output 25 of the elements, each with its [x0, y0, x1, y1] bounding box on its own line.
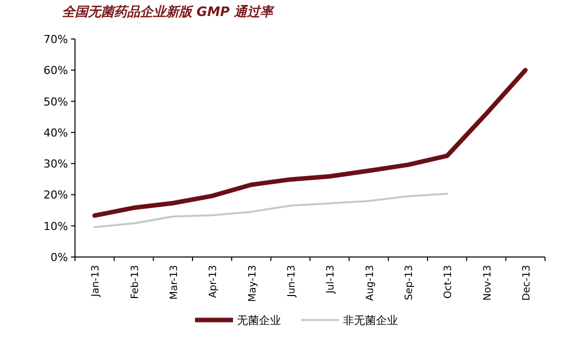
x-tick-label: Jun-13 — [286, 265, 298, 298]
y-tick-label: 50% — [44, 95, 68, 108]
y-tick-label: 60% — [44, 64, 68, 78]
chart-title: 全国无菌药品企业新版 GMP 通过率 — [62, 4, 276, 20]
line-series — [94, 192, 448, 228]
x-tick-label: Mar-13 — [168, 265, 180, 300]
x-tick-label: Jan-13 — [90, 265, 102, 298]
y-tick-label: 10% — [44, 220, 68, 233]
legend-label: 无菌企业 — [237, 314, 281, 327]
x-tick-label: Nov-13 — [482, 265, 494, 301]
y-tick-label: 30% — [44, 158, 68, 171]
x-tick-label: May-13 — [247, 265, 258, 302]
line-series — [92, 68, 528, 218]
legend-label: 非无菌企业 — [343, 314, 398, 327]
x-tick-label: Dec-13 — [521, 265, 532, 301]
y-tick-label: 0% — [50, 251, 68, 264]
x-tick-label: Oct-13 — [443, 265, 454, 299]
x-tick-label: Sep-13 — [404, 265, 415, 300]
x-tick-label: Feb-13 — [130, 265, 141, 300]
y-tick-label: 70% — [44, 33, 68, 46]
x-tick-label: Apr-13 — [208, 265, 220, 298]
x-tick-label: Aug-13 — [364, 265, 376, 301]
y-tick-label: 20% — [44, 188, 68, 202]
y-tick-label: 40% — [44, 126, 68, 140]
x-tick-label: Jul-13 — [326, 265, 337, 294]
